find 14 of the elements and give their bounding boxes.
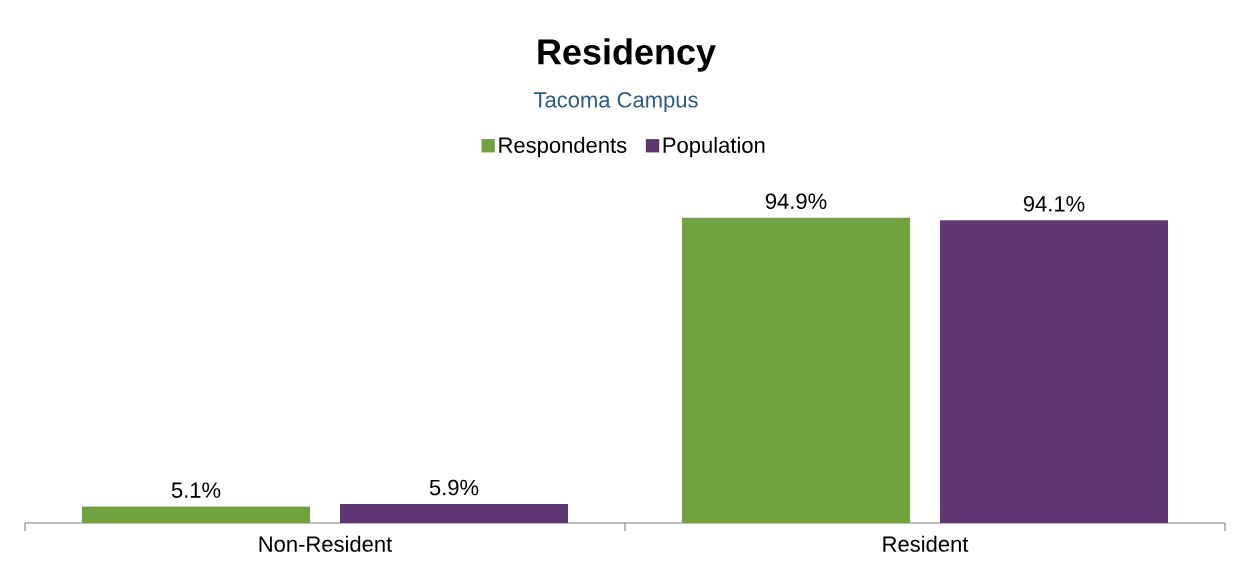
data-label: 5.9% <box>429 479 479 496</box>
data-label: 94.1% <box>1023 196 1085 212</box>
bar <box>82 506 310 523</box>
bar <box>340 504 569 523</box>
x-tick-label: Non-Resident <box>259 535 393 552</box>
data-label: 94.9% <box>765 193 827 210</box>
chart-subtitle: Tacoma Campus <box>533 92 698 112</box>
legend-label: Population <box>663 136 765 158</box>
chart-title: Residency <box>538 38 716 72</box>
x-tick-label: Resident <box>883 535 969 552</box>
bar <box>940 220 1169 523</box>
bar <box>682 217 911 523</box>
data-label: 5.1% <box>171 482 221 498</box>
legend-label: Respondents <box>499 136 627 158</box>
